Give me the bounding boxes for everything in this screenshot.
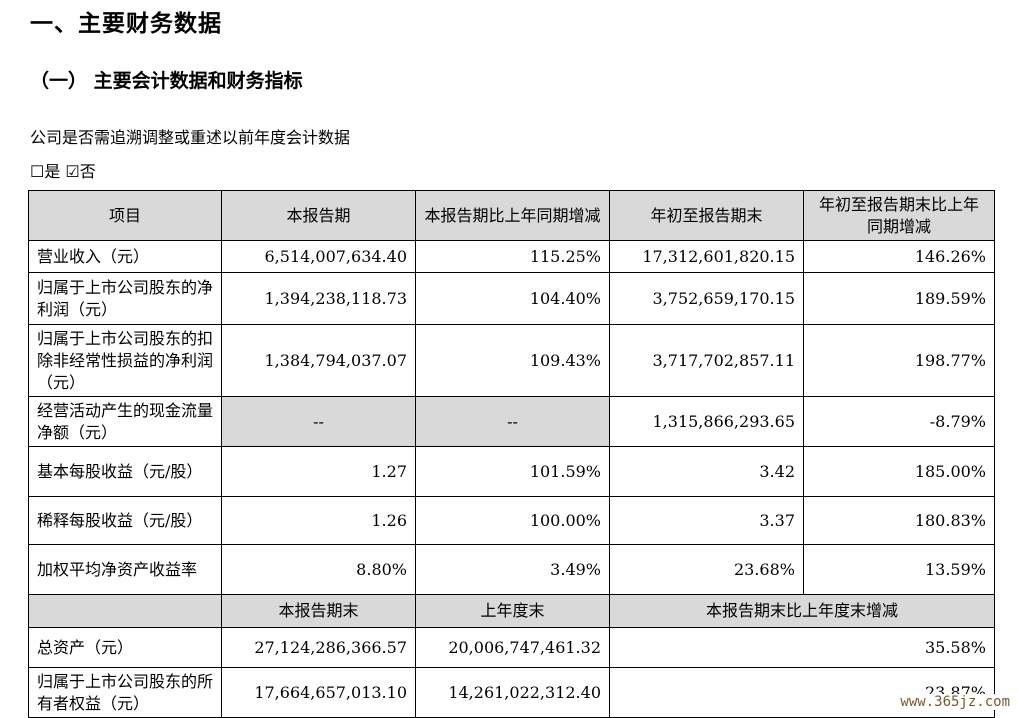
cell-period-end: 17,664,657,013.10 bbox=[221, 667, 416, 718]
cell-yoy: 115.25% bbox=[415, 240, 610, 273]
cell-ytd: 3.37 bbox=[609, 496, 804, 545]
cell-ytd: 17,312,601,820.15 bbox=[609, 240, 804, 273]
table-row: 稀释每股收益（元/股） 1.26 100.00% 3.37 180.83% bbox=[28, 496, 995, 545]
row-label: 归属于上市公司股东的所有者权益（元） bbox=[28, 667, 222, 718]
watermark: www.365jz.com bbox=[898, 694, 1012, 710]
header-blank bbox=[28, 594, 222, 628]
cell-current: 1,394,238,118.73 bbox=[221, 272, 416, 325]
table-header-row-2: 本报告期末 上年度末 本报告期末比上年度末增减 bbox=[28, 594, 995, 628]
cell-prev-year-end: 14,261,022,312.40 bbox=[415, 667, 610, 718]
section-title: 一、主要财务数据 bbox=[30, 11, 222, 37]
cell-ytd: 3,717,702,857.11 bbox=[609, 324, 804, 397]
table-row: 总资产（元） 27,124,286,366.57 20,006,747,461.… bbox=[28, 627, 995, 668]
header-period-end: 本报告期末 bbox=[221, 594, 416, 628]
cell-ytd-yoy: 146.26% bbox=[803, 240, 995, 273]
restatement-choice: ☐是 ☑否 bbox=[30, 162, 96, 181]
cell-ytd-yoy: 189.59% bbox=[803, 272, 995, 325]
cell-change: 23.87% bbox=[609, 667, 995, 718]
cell-current: 1.27 bbox=[221, 446, 416, 497]
cell-ytd-yoy: -8.79% bbox=[803, 396, 995, 447]
cell-yoy: 104.40% bbox=[415, 272, 610, 325]
cell-current: 1.26 bbox=[221, 496, 416, 545]
cell-yoy: 109.43% bbox=[415, 324, 610, 397]
cell-ytd-yoy: 198.77% bbox=[803, 324, 995, 397]
cell-current: -- bbox=[221, 396, 416, 447]
cell-yoy: 100.00% bbox=[415, 496, 610, 545]
cell-ytd: 23.68% bbox=[609, 544, 804, 595]
row-label: 基本每股收益（元/股） bbox=[28, 446, 222, 497]
cell-prev-year-end: 20,006,747,461.32 bbox=[415, 627, 610, 668]
cell-ytd: 1,315,866,293.65 bbox=[609, 396, 804, 447]
row-label: 总资产（元） bbox=[28, 627, 222, 668]
cell-ytd-yoy: 13.59% bbox=[803, 544, 995, 595]
header-prev-year-end: 上年度末 bbox=[415, 594, 610, 628]
row-label: 营业收入（元） bbox=[28, 240, 222, 273]
cell-yoy: -- bbox=[415, 396, 610, 447]
row-label: 归属于上市公司股东的净利润（元） bbox=[28, 272, 222, 325]
table-row: 加权平均净资产收益率 8.80% 3.49% 23.68% 13.59% bbox=[28, 544, 995, 595]
table-row: 营业收入（元） 6,514,007,634.40 115.25% 17,312,… bbox=[28, 240, 995, 273]
table-row: 经营活动产生的现金流量净额（元） -- -- 1,315,866,293.65 … bbox=[28, 396, 995, 447]
table-header-row: 项目 本报告期 本报告期比上年同期增减 年初至报告期末 年初至报告期末比上年同期… bbox=[28, 190, 995, 241]
table-row: 归属于上市公司股东的净利润（元） 1,394,238,118.73 104.40… bbox=[28, 272, 995, 325]
header-item: 项目 bbox=[28, 190, 222, 241]
row-label: 经营活动产生的现金流量净额（元） bbox=[28, 396, 222, 447]
subsection-title: （一） 主要会计数据和财务指标 bbox=[30, 70, 303, 92]
financial-data-table: 项目 本报告期 本报告期比上年同期增减 年初至报告期末 年初至报告期末比上年同期… bbox=[28, 190, 995, 718]
cell-ytd-yoy: 185.00% bbox=[803, 446, 995, 497]
cell-yoy: 3.49% bbox=[415, 544, 610, 595]
table-row: 归属于上市公司股东的扣除非经常性损益的净利润（元） 1,384,794,037.… bbox=[28, 324, 995, 397]
cell-yoy: 101.59% bbox=[415, 446, 610, 497]
header-yoy: 本报告期比上年同期增减 bbox=[415, 190, 610, 241]
header-change: 本报告期末比上年度末增减 bbox=[609, 594, 995, 628]
cell-current: 1,384,794,037.07 bbox=[221, 324, 416, 397]
table-row: 基本每股收益（元/股） 1.27 101.59% 3.42 185.00% bbox=[28, 446, 995, 497]
restatement-question: 公司是否需追溯调整或重述以前年度会计数据 bbox=[30, 128, 351, 147]
row-label: 稀释每股收益（元/股） bbox=[28, 496, 222, 545]
cell-current: 6,514,007,634.40 bbox=[221, 240, 416, 273]
header-current: 本报告期 bbox=[221, 190, 416, 241]
row-label: 加权平均净资产收益率 bbox=[28, 544, 222, 595]
cell-period-end: 27,124,286,366.57 bbox=[221, 627, 416, 668]
row-label: 归属于上市公司股东的扣除非经常性损益的净利润（元） bbox=[28, 324, 222, 397]
cell-current: 8.80% bbox=[221, 544, 416, 595]
table-row: 归属于上市公司股东的所有者权益（元） 17,664,657,013.10 14,… bbox=[28, 667, 995, 718]
cell-ytd-yoy: 180.83% bbox=[803, 496, 995, 545]
cell-ytd: 3,752,659,170.15 bbox=[609, 272, 804, 325]
cell-change: 35.58% bbox=[609, 627, 995, 668]
header-ytd: 年初至报告期末 bbox=[609, 190, 804, 241]
cell-ytd: 3.42 bbox=[609, 446, 804, 497]
header-ytd-yoy: 年初至报告期末比上年同期增减 bbox=[803, 190, 995, 241]
